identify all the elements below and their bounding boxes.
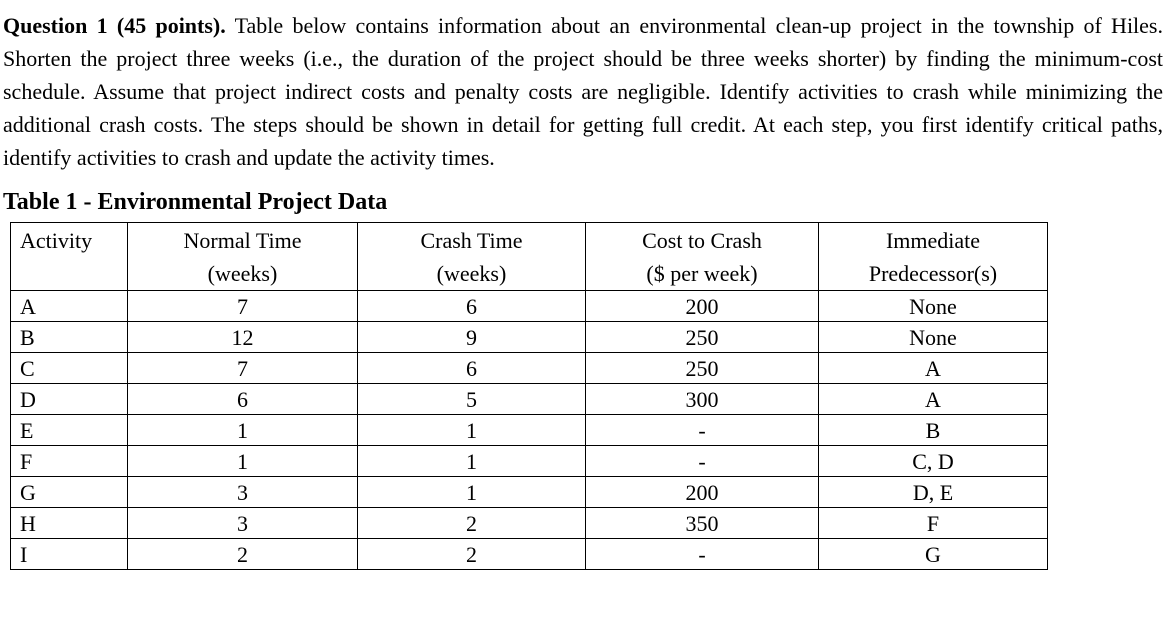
- cell-crash-time: 2: [357, 538, 586, 570]
- cell-normal-time: 1: [127, 414, 358, 446]
- project-data-table: Activity Normal Time (weeks) Crash Time …: [10, 222, 1048, 570]
- cell-activity: D: [10, 383, 128, 415]
- cell-activity: B: [10, 321, 128, 353]
- column-header-activity: Activity: [10, 222, 128, 291]
- cell-normal-time: 2: [127, 538, 358, 570]
- column-header-cost-to-crash: Cost to Crash ($ per week): [585, 222, 819, 291]
- cell-immediate-predecessors: A: [818, 383, 1048, 415]
- cell-cost-to-crash: 250: [585, 321, 819, 353]
- table-row-b: B 12 9 250 None: [10, 321, 1048, 353]
- cell-normal-time: 1: [127, 445, 358, 477]
- table-row-h: H 3 2 350 F: [10, 507, 1048, 539]
- table-row-a: A 7 6 200 None: [10, 290, 1048, 322]
- cell-immediate-predecessors: F: [818, 507, 1048, 539]
- cell-activity: I: [10, 538, 128, 570]
- cell-crash-time: 1: [357, 414, 586, 446]
- cell-immediate-predecessors: G: [818, 538, 1048, 570]
- header-row: Activity Normal Time (weeks) Crash Time …: [10, 222, 1048, 291]
- table-row-c: C 7 6 250 A: [10, 352, 1048, 384]
- cell-cost-to-crash: -: [585, 445, 819, 477]
- cell-crash-time: 6: [357, 290, 586, 322]
- table-row-f: F 1 1 - C, D: [10, 445, 1048, 477]
- table-row-e: E 1 1 - B: [10, 414, 1048, 446]
- cell-cost-to-crash: 200: [585, 476, 819, 508]
- cell-cost-to-crash: 300: [585, 383, 819, 415]
- question-label: Question 1 (45 points).: [3, 13, 226, 38]
- cell-immediate-predecessors: D, E: [818, 476, 1048, 508]
- cell-activity: C: [10, 352, 128, 384]
- cell-immediate-predecessors: None: [818, 321, 1048, 353]
- cell-activity: F: [10, 445, 128, 477]
- column-header-normal-time: Normal Time (weeks): [127, 222, 358, 291]
- question-body: Table below contains information about a…: [3, 13, 1163, 170]
- cell-normal-time: 3: [127, 476, 358, 508]
- cell-cost-to-crash: 200: [585, 290, 819, 322]
- column-header-immediate-predecessors: Immediate Predecessor(s): [818, 222, 1048, 291]
- cell-crash-time: 1: [357, 445, 586, 477]
- cell-cost-to-crash: 350: [585, 507, 819, 539]
- cell-normal-time: 7: [127, 352, 358, 384]
- cell-immediate-predecessors: C, D: [818, 445, 1048, 477]
- cell-normal-time: 3: [127, 507, 358, 539]
- cell-normal-time: 7: [127, 290, 358, 322]
- cell-immediate-predecessors: None: [818, 290, 1048, 322]
- cell-normal-time: 6: [127, 383, 358, 415]
- cell-cost-to-crash: -: [585, 414, 819, 446]
- column-header-crash-time: Crash Time (weeks): [357, 222, 586, 291]
- cell-normal-time: 12: [127, 321, 358, 353]
- cell-immediate-predecessors: A: [818, 352, 1048, 384]
- table-caption: Table 1 - Environmental Project Data: [3, 189, 388, 215]
- cell-crash-time: 2: [357, 507, 586, 539]
- cell-crash-time: 5: [357, 383, 586, 415]
- table-row-d: D 6 5 300 A: [10, 383, 1048, 415]
- cell-crash-time: 6: [357, 352, 586, 384]
- cell-crash-time: 1: [357, 476, 586, 508]
- table-row-g: G 3 1 200 D, E: [10, 476, 1048, 508]
- question-text: Question 1 (45 points). Table below cont…: [3, 9, 1163, 174]
- cell-crash-time: 9: [357, 321, 586, 353]
- table-row-i: I 2 2 - G: [10, 538, 1048, 570]
- cell-activity: A: [10, 290, 128, 322]
- cell-activity: H: [10, 507, 128, 539]
- cell-cost-to-crash: -: [585, 538, 819, 570]
- cell-activity: E: [10, 414, 128, 446]
- cell-cost-to-crash: 250: [585, 352, 819, 384]
- cell-activity: G: [10, 476, 128, 508]
- cell-immediate-predecessors: B: [818, 414, 1048, 446]
